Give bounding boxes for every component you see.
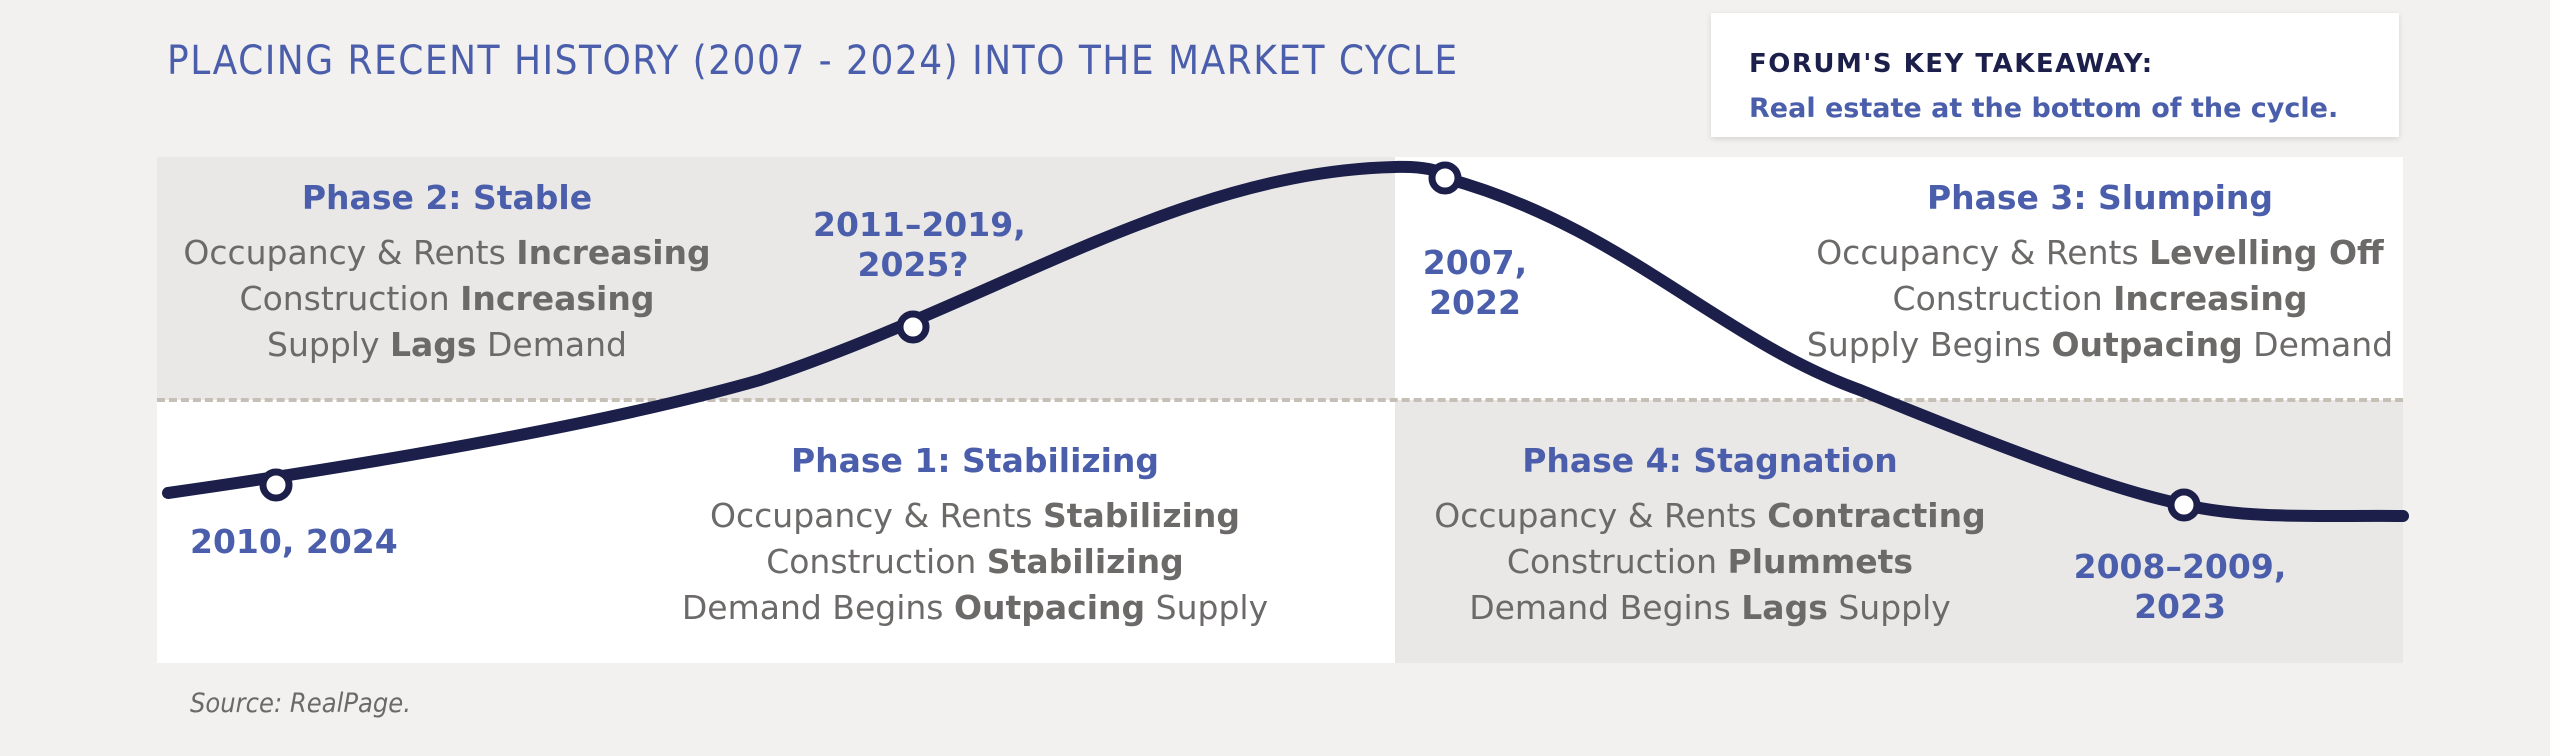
- phase-3-panel: [1395, 157, 2403, 400]
- phase-3-line-3: Supply Begins Outpacing Demand: [1806, 325, 2394, 364]
- marker-2008-2009-2023: [2167, 488, 2201, 522]
- phase-4-title: Phase 4: Stagnation: [1522, 441, 1898, 480]
- phase-2-text: Phase 2: Stable Occupancy & Rents Increa…: [157, 178, 737, 368]
- marker-2007-2022: [1428, 161, 1462, 195]
- year-label-falling: 2008–2009, 2023: [2073, 547, 2287, 626]
- phase-1-line-3: Demand Begins Outpacing Supply: [681, 588, 1269, 627]
- key-takeaway-box: FORUM'S KEY TAKEAWAY: Real estate at the…: [1711, 13, 2399, 137]
- phase-3-line-1: Occupancy & Rents Levelling Off: [1816, 233, 2384, 272]
- phase-4-line-1: Occupancy & Rents Contracting: [1434, 496, 1986, 535]
- phase-3-title: Phase 3: Slumping: [1926, 178, 2274, 217]
- phase-4-line-3: Demand Begins Lags Supply: [1469, 588, 1951, 627]
- phase-3-line-2: Construction Increasing: [1892, 279, 2308, 318]
- source-note: Source: RealPage.: [190, 688, 411, 719]
- marker-2011-2019: [896, 310, 930, 344]
- phase-1-panel: [157, 400, 1395, 663]
- phase-2-line-2: Construction Increasing: [239, 279, 655, 318]
- phase-2-title: Phase 2: Stable: [301, 178, 593, 217]
- phase-1-line-1: Occupancy & Rents Stabilizing: [710, 496, 1240, 535]
- takeaway-text: Real estate at the bottom of the cycle.: [1749, 93, 2339, 124]
- dashed-divider: [157, 398, 2403, 402]
- phase-1-text: Phase 1: Stabilizing Occupancy & Rents S…: [640, 441, 1310, 631]
- phase-1-line-2: Construction Stabilizing: [766, 542, 1184, 581]
- phase-4-panel: [1395, 400, 2403, 663]
- phase-2-line-3: Supply Lags Demand: [267, 325, 627, 364]
- year-label-peak: 2007, 2022: [1422, 243, 1528, 322]
- takeaway-heading: FORUM'S KEY TAKEAWAY:: [1749, 49, 2154, 79]
- phase-3-text: Phase 3: Slumping Occupancy & Rents Leve…: [1780, 178, 2420, 368]
- phase-4-line-2: Construction Plummets: [1506, 542, 1914, 581]
- year-label-rising: 2011–2019, 2025?: [813, 205, 1026, 284]
- cycle-line: [162, 160, 2409, 523]
- marker-2010-2024: [259, 468, 293, 502]
- year-label-2010-2024: 2010, 2024: [190, 522, 398, 561]
- phase-4-text: Phase 4: Stagnation Occupancy & Rents Co…: [1410, 441, 2010, 631]
- chart-title: PLACING RECENT HISTORY (2007 - 2024) INT…: [167, 38, 1459, 84]
- phase-1-title: Phase 1: Stabilizing: [790, 441, 1160, 480]
- phase-2-line-1: Occupancy & Rents Increasing: [183, 233, 711, 272]
- phase-2-panel: [157, 157, 1395, 400]
